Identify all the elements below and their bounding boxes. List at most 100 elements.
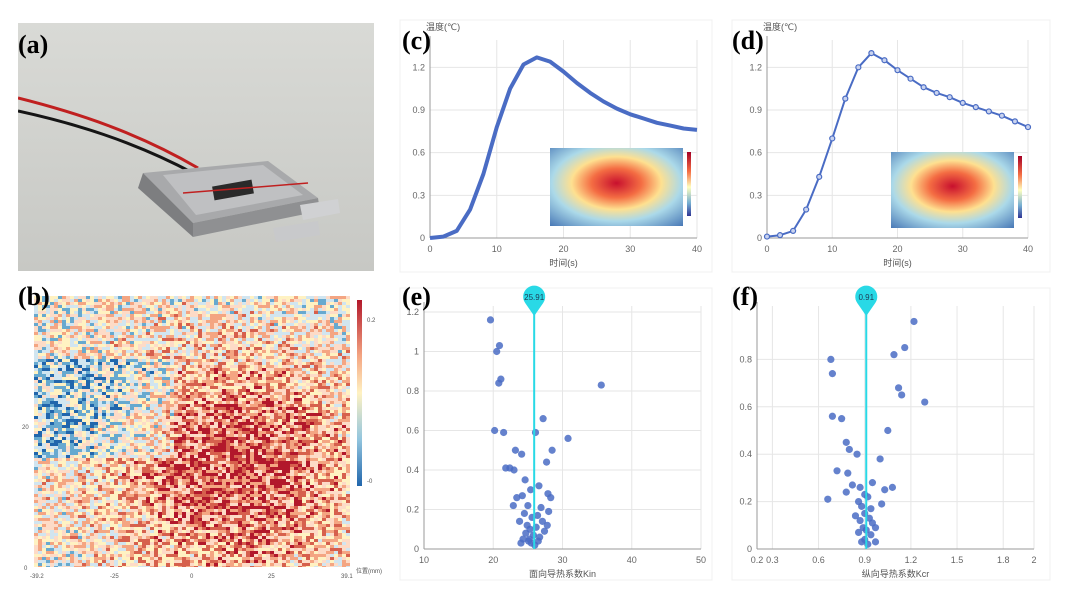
heatmap-cell xyxy=(74,353,78,356)
heatmap-cell xyxy=(314,368,318,371)
heatmap-cell xyxy=(86,374,90,377)
heatmap-cell xyxy=(154,320,158,323)
heatmap-cell xyxy=(66,353,70,356)
heatmap-cell xyxy=(326,335,330,338)
heatmap-cell xyxy=(174,368,178,371)
heatmap-cell xyxy=(206,377,210,380)
heatmap-cell xyxy=(298,365,302,368)
heatmap-cell xyxy=(162,386,166,389)
heatmap-cell xyxy=(146,311,150,314)
heatmap-cell xyxy=(286,317,290,320)
heatmap-cell xyxy=(158,392,162,395)
heatmap-cell xyxy=(130,386,134,389)
heatmap-cell xyxy=(282,332,286,335)
heatmap-cell xyxy=(286,389,290,392)
heatmap-cell xyxy=(326,302,330,305)
heatmap-cell xyxy=(342,305,346,308)
heatmap-cell xyxy=(258,356,262,359)
heatmap-cell xyxy=(218,347,222,350)
heatmap-cell xyxy=(98,305,102,308)
heatmap-cell xyxy=(294,401,298,404)
heatmap-cell xyxy=(78,383,82,386)
heatmap-cell xyxy=(302,308,306,311)
heatmap-cell xyxy=(190,386,194,389)
heatmap-cell xyxy=(38,320,42,323)
heatmap-cell xyxy=(234,356,238,359)
heatmap-cell xyxy=(222,299,226,302)
heatmap-cell xyxy=(298,350,302,353)
heatmap-cell xyxy=(90,368,94,371)
heatmap-cell xyxy=(194,353,198,356)
heatmap-cell xyxy=(238,356,242,359)
heatmap-cell xyxy=(190,308,194,311)
heatmap-cell xyxy=(58,347,62,350)
heatmap-cell xyxy=(266,308,270,311)
heatmap-cell xyxy=(134,347,138,350)
heatmap-cell xyxy=(86,332,90,335)
heatmap-cell xyxy=(202,323,206,326)
heatmap-cell xyxy=(246,308,250,311)
heatmap-cell xyxy=(170,365,174,368)
heatmap-cell xyxy=(258,371,262,374)
heatmap-cell xyxy=(234,296,238,299)
heatmap-cell xyxy=(242,395,246,398)
heatmap-cell xyxy=(190,359,194,362)
heatmap-cell xyxy=(262,362,266,365)
heatmap-cell xyxy=(134,308,138,311)
heatmap-cell xyxy=(210,374,214,377)
heatmap-cell xyxy=(66,314,70,317)
heatmap-cell xyxy=(270,332,274,335)
heatmap-cell xyxy=(150,365,154,368)
heatmap-cell xyxy=(82,383,86,386)
heatmap-cell xyxy=(338,371,342,374)
heatmap-cell xyxy=(42,305,46,308)
heatmap-cell xyxy=(310,380,314,383)
heatmap-cell xyxy=(206,308,210,311)
heatmap-cell xyxy=(342,359,346,362)
heatmap-cell xyxy=(118,305,122,308)
heatmap-cell xyxy=(334,341,338,344)
heatmap-cell xyxy=(310,320,314,323)
heatmap-cell xyxy=(74,386,78,389)
heatmap-cell xyxy=(166,350,170,353)
heatmap-cell xyxy=(174,377,178,380)
heatmap-cell xyxy=(234,407,238,410)
heatmap-cell xyxy=(310,296,314,299)
heatmap-cell xyxy=(314,311,318,314)
heatmap-cell xyxy=(202,296,206,299)
heatmap-cell xyxy=(66,407,70,410)
heatmap-cell xyxy=(142,341,146,344)
heatmap-cell xyxy=(146,365,150,368)
heatmap-cell xyxy=(210,386,214,389)
heatmap-cell xyxy=(178,296,182,299)
heatmap-cell xyxy=(194,308,198,311)
heatmap-cell xyxy=(78,296,82,299)
heatmap-cell xyxy=(34,392,38,395)
heatmap-cell xyxy=(302,326,306,329)
heatmap-cell xyxy=(234,380,238,383)
heatmap-cell xyxy=(306,398,310,401)
heatmap-cell xyxy=(334,305,338,308)
heatmap-cell xyxy=(110,395,114,398)
heatmap-cell xyxy=(266,320,270,323)
heatmap-cell xyxy=(170,305,174,308)
heatmap-cell xyxy=(214,365,218,368)
heatmap-cell xyxy=(318,353,322,356)
heatmap-cell xyxy=(86,320,90,323)
heatmap-cell xyxy=(90,404,94,407)
heatmap-cell xyxy=(258,296,262,299)
heatmap-cell xyxy=(166,374,170,377)
heatmap-cell xyxy=(246,362,250,365)
heatmap-cell xyxy=(110,308,114,311)
heatmap-cell xyxy=(290,362,294,365)
heatmap-cell xyxy=(326,374,330,377)
heatmap-cell xyxy=(150,404,154,407)
heatmap-cell xyxy=(294,380,298,383)
heatmap-cell xyxy=(338,362,342,365)
heatmap-cell xyxy=(126,347,130,350)
heatmap-cell xyxy=(114,392,118,395)
heatmap-cell xyxy=(102,350,106,353)
heatmap-cell xyxy=(82,320,86,323)
heatmap-cell xyxy=(110,302,114,305)
heatmap-cell xyxy=(54,365,58,368)
